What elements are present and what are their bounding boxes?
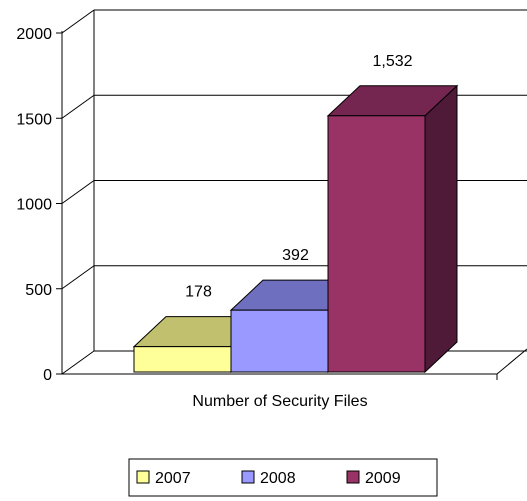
bar-side-face — [424, 84, 458, 374]
bar-front-face — [230, 309, 329, 373]
legend-swatch — [241, 470, 255, 484]
axes — [61, 31, 498, 380]
legend-label: 2007 — [155, 470, 191, 487]
data-label-2009: 1,532 — [372, 53, 412, 70]
bar-front-face — [133, 346, 232, 373]
legend-label: 2008 — [260, 470, 296, 487]
legend-item-2009: 2009 — [346, 470, 401, 487]
legend-box — [128, 458, 438, 497]
legend-swatch — [346, 470, 360, 484]
bar-2009 — [326, 84, 459, 374]
x-category-label: Number of Security Files — [192, 393, 367, 410]
legend-swatch — [136, 470, 150, 484]
data-label-2008: 392 — [282, 247, 309, 264]
gridline-side — [61, 265, 95, 290]
legend-label: 2009 — [365, 470, 401, 487]
y-tick-label: 1000 — [16, 197, 52, 214]
data-labels: 178 392 1,532 — [185, 53, 412, 301]
y-axis-ticks: 0 500 1000 1500 2000 — [16, 26, 62, 384]
y-tick-label: 1500 — [16, 111, 52, 128]
bar-front-face — [327, 115, 426, 373]
y-tick-label: 500 — [25, 282, 52, 299]
y-tick-label: 0 — [43, 367, 52, 384]
y-tick-label: 2000 — [16, 26, 52, 43]
data-label-2007: 178 — [185, 284, 212, 301]
legend-item-2007: 2007 — [136, 470, 191, 487]
gridline-side — [61, 94, 95, 119]
gridline-side — [61, 180, 95, 204]
bars — [132, 84, 459, 374]
legend-item-2008: 2008 — [241, 470, 296, 487]
gridline-side — [61, 9, 95, 34]
floor-left-edge — [61, 350, 95, 375]
legend: 2007 2008 2009 — [128, 458, 438, 497]
floor-right-edge — [496, 348, 527, 375]
